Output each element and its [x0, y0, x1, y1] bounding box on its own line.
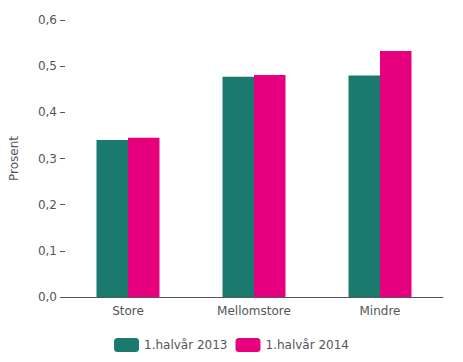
svg-text:0,4: 0,4	[38, 105, 57, 119]
svg-text:1.halvår 2013: 1.halvår 2013	[144, 338, 227, 352]
svg-text:Mindre: Mindre	[360, 304, 401, 318]
svg-text:0,1: 0,1	[38, 244, 57, 258]
svg-text:0,3: 0,3	[38, 152, 57, 166]
svg-text:Prosent: Prosent	[7, 136, 21, 181]
svg-text:0,2: 0,2	[38, 198, 57, 212]
svg-text:0,6: 0,6	[38, 13, 57, 27]
svg-text:0,5: 0,5	[38, 59, 57, 73]
svg-text:Store: Store	[112, 304, 144, 318]
svg-text:Mellomstore: Mellomstore	[217, 304, 291, 318]
svg-text:1.halvår 2014: 1.halvår 2014	[266, 338, 349, 352]
svg-text:0,0: 0,0	[38, 290, 57, 304]
